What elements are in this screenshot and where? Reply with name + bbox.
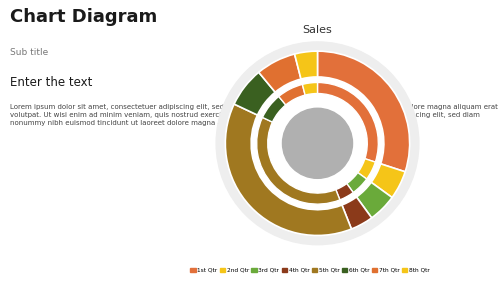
Legend: 1st Qtr, 2nd Qtr, 3rd Qtr, 4th Qtr, 5th Qtr, 6th Qtr, 7th Qtr, 8th Qtr: 1st Qtr, 2nd Qtr, 3rd Qtr, 4th Qtr, 5th …: [188, 266, 432, 275]
Wedge shape: [262, 96, 286, 122]
Wedge shape: [256, 117, 340, 204]
Wedge shape: [234, 72, 275, 115]
Wedge shape: [347, 173, 366, 192]
Wedge shape: [356, 182, 392, 218]
Wedge shape: [318, 51, 410, 172]
Text: Sales: Sales: [302, 24, 332, 35]
Wedge shape: [294, 51, 318, 79]
Wedge shape: [318, 83, 378, 162]
Wedge shape: [358, 159, 376, 179]
Text: Lorem ipsum dolor sit amet, consectetuer adipiscing elit, sed diam nonummy nibh : Lorem ipsum dolor sit amet, consectetuer…: [10, 104, 498, 126]
Text: Chart Diagram: Chart Diagram: [10, 8, 157, 26]
Circle shape: [251, 77, 384, 210]
Wedge shape: [336, 183, 353, 200]
Wedge shape: [226, 104, 352, 235]
Circle shape: [216, 42, 419, 245]
Circle shape: [256, 82, 379, 205]
Wedge shape: [258, 54, 301, 92]
Circle shape: [282, 108, 352, 178]
Text: Enter the text: Enter the text: [10, 76, 92, 89]
Wedge shape: [278, 84, 305, 105]
Text: Sub title: Sub title: [10, 48, 48, 57]
Wedge shape: [342, 197, 372, 229]
Wedge shape: [371, 164, 405, 198]
Wedge shape: [302, 83, 318, 95]
